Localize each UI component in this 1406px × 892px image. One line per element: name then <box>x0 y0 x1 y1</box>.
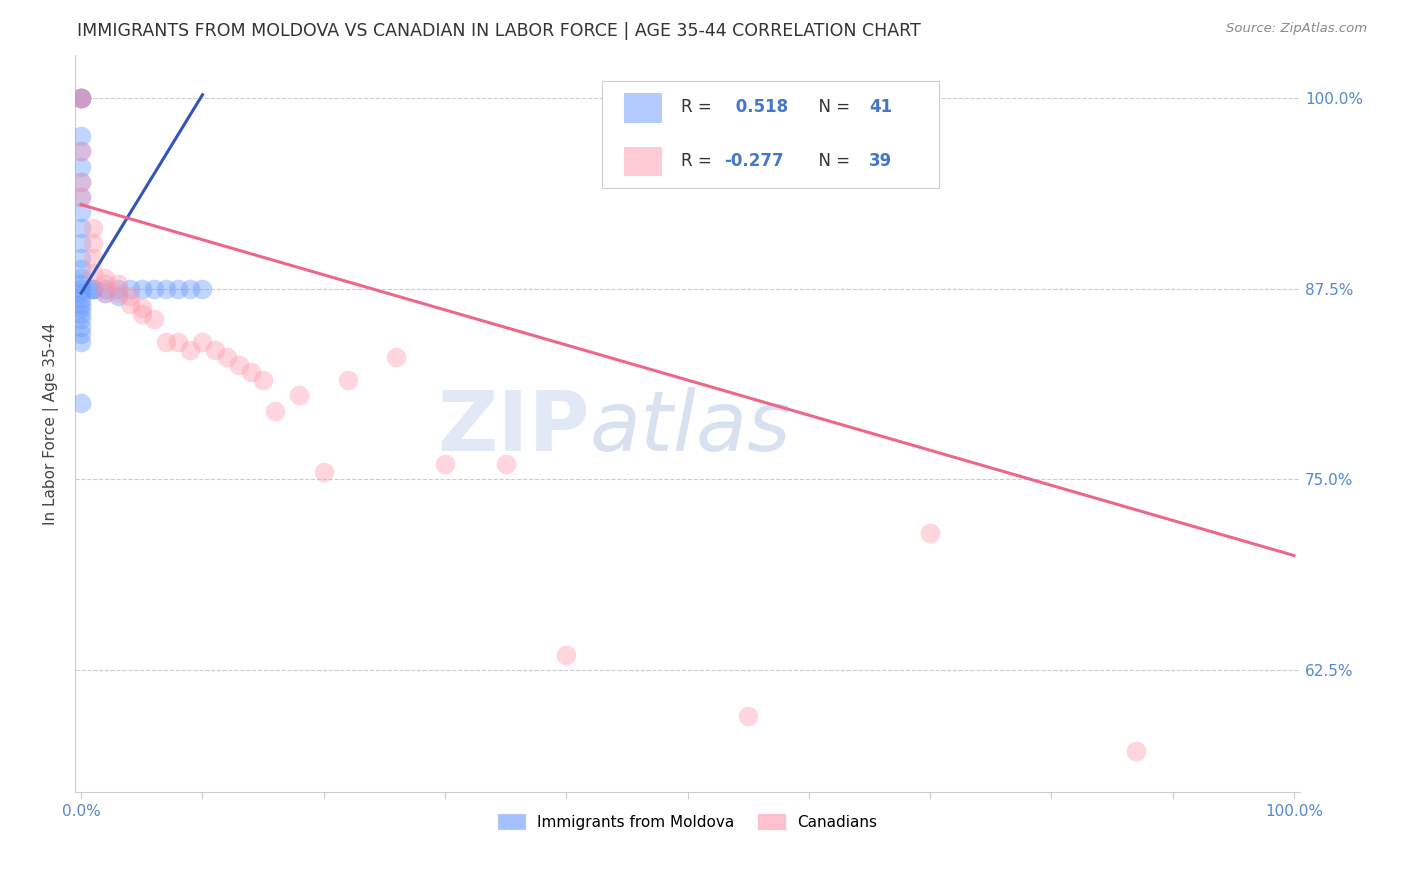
Point <box>167 334 190 349</box>
Point <box>155 281 177 295</box>
Text: -0.277: -0.277 <box>724 152 785 169</box>
Point <box>82 251 104 265</box>
Text: ZIP: ZIP <box>437 387 589 467</box>
Point <box>191 334 214 349</box>
Point <box>215 350 238 364</box>
Point <box>433 457 456 471</box>
Point <box>107 277 129 291</box>
Point <box>70 91 93 105</box>
Point <box>118 297 141 311</box>
Text: N =: N = <box>807 98 855 116</box>
Point <box>118 289 141 303</box>
FancyBboxPatch shape <box>624 93 661 122</box>
Point <box>228 358 250 372</box>
Point <box>94 286 117 301</box>
Text: Source: ZipAtlas.com: Source: ZipAtlas.com <box>1226 22 1367 36</box>
Point <box>336 373 359 387</box>
Point <box>70 91 93 105</box>
Point <box>155 334 177 349</box>
Text: R =: R = <box>682 152 717 169</box>
Point <box>94 281 117 295</box>
Text: 39: 39 <box>869 152 891 169</box>
Point <box>70 128 93 143</box>
Point <box>94 271 117 285</box>
Point <box>555 648 578 662</box>
Point <box>131 308 153 322</box>
Text: atlas: atlas <box>589 387 792 467</box>
FancyBboxPatch shape <box>624 146 661 176</box>
Point <box>495 457 517 471</box>
Point <box>70 319 93 334</box>
Point <box>70 396 93 410</box>
Point <box>264 403 287 417</box>
Point <box>118 281 141 295</box>
Point <box>70 160 93 174</box>
Text: IMMIGRANTS FROM MOLDOVA VS CANADIAN IN LABOR FORCE | AGE 35-44 CORRELATION CHART: IMMIGRANTS FROM MOLDOVA VS CANADIAN IN L… <box>77 22 921 40</box>
Point <box>70 175 93 189</box>
Point <box>70 261 93 276</box>
Point <box>179 281 201 295</box>
Point <box>70 190 93 204</box>
Point <box>70 277 93 291</box>
Point <box>70 175 93 189</box>
Point <box>70 334 93 349</box>
Point <box>94 286 117 301</box>
Point <box>204 343 226 357</box>
Point <box>70 281 93 295</box>
Point <box>131 301 153 316</box>
Point <box>94 277 117 291</box>
Point <box>70 292 93 306</box>
Point <box>70 190 93 204</box>
Point <box>82 220 104 235</box>
Point <box>70 297 93 311</box>
Point <box>70 145 93 159</box>
Point <box>179 343 201 357</box>
Point <box>70 205 93 219</box>
Point <box>70 308 93 322</box>
Point <box>82 281 104 295</box>
Point <box>70 145 93 159</box>
Point <box>131 281 153 295</box>
Point <box>142 281 165 295</box>
Point <box>70 235 93 250</box>
Point <box>239 366 262 380</box>
Point <box>107 289 129 303</box>
FancyBboxPatch shape <box>602 81 939 188</box>
Point <box>70 271 93 285</box>
Point <box>70 251 93 265</box>
Point <box>70 220 93 235</box>
Point <box>107 286 129 301</box>
Point <box>70 301 93 316</box>
Legend: Immigrants from Moldova, Canadians: Immigrants from Moldova, Canadians <box>492 807 883 836</box>
Point <box>312 465 335 479</box>
Point <box>737 708 759 723</box>
Point <box>70 286 93 301</box>
Text: R =: R = <box>682 98 723 116</box>
Point <box>167 281 190 295</box>
Point <box>107 281 129 295</box>
Point <box>1125 744 1147 758</box>
Point <box>288 388 311 402</box>
Point <box>82 235 104 250</box>
Point <box>70 91 93 105</box>
Y-axis label: In Labor Force | Age 35-44: In Labor Force | Age 35-44 <box>44 322 59 524</box>
Point <box>142 312 165 326</box>
Point <box>70 91 93 105</box>
Point <box>252 373 274 387</box>
Point <box>920 525 942 540</box>
Text: 41: 41 <box>869 98 891 116</box>
Point <box>70 91 93 105</box>
Point <box>70 327 93 342</box>
Point <box>191 281 214 295</box>
Point <box>385 350 408 364</box>
Point <box>82 281 104 295</box>
Point <box>70 312 93 326</box>
Point <box>70 91 93 105</box>
Point <box>82 281 104 295</box>
Text: N =: N = <box>807 152 855 169</box>
Text: 0.518: 0.518 <box>731 98 789 116</box>
Point <box>82 266 104 280</box>
